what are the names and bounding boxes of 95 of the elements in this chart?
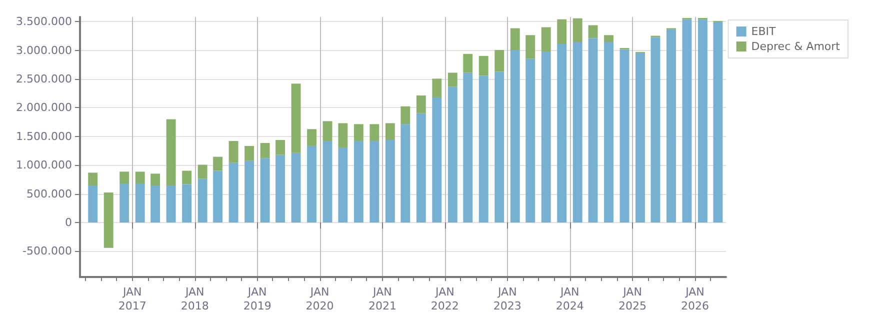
bar <box>291 84 301 153</box>
bar <box>307 129 316 146</box>
bar <box>650 37 660 222</box>
y-tick-label: 0 <box>65 216 72 229</box>
bar <box>198 164 208 179</box>
bar <box>338 148 348 222</box>
bar <box>322 121 332 141</box>
bar <box>322 140 332 222</box>
bar <box>572 42 582 222</box>
bar <box>713 22 723 222</box>
bar <box>354 124 364 141</box>
bar <box>150 186 160 222</box>
y-tick-label: 1.000.000 <box>16 158 72 172</box>
y-tick-label: 3.000.000 <box>16 44 72 57</box>
y-tick-label: 2.500.000 <box>16 72 72 86</box>
bar <box>228 140 238 163</box>
bar <box>291 152 301 222</box>
bar <box>104 192 114 248</box>
y-tick-label: 500.000 <box>26 187 72 200</box>
bar <box>510 50 520 222</box>
bar <box>636 52 645 222</box>
bar <box>260 158 270 222</box>
x-tick-label: JAN 2024 <box>556 286 584 312</box>
bar <box>432 78 442 98</box>
bar <box>385 140 395 222</box>
bar <box>120 184 130 222</box>
x-tick-label: JAN 2018 <box>180 286 209 312</box>
bar <box>526 58 536 222</box>
bar <box>385 123 395 140</box>
x-tick-label: JAN 2025 <box>618 286 647 312</box>
y-tick-label: 3.500.000 <box>16 15 72 28</box>
bar <box>588 25 598 38</box>
bar <box>666 29 676 222</box>
bar <box>182 184 192 222</box>
bar <box>416 113 426 222</box>
bar <box>276 154 285 222</box>
bar <box>370 140 380 222</box>
bar <box>213 156 223 171</box>
bar <box>150 174 160 186</box>
bar <box>557 19 567 44</box>
bar <box>120 172 130 184</box>
bar <box>400 124 410 222</box>
bar <box>400 106 410 124</box>
bar <box>604 42 614 222</box>
bar <box>526 35 536 59</box>
bar <box>166 119 176 186</box>
x-tick-label: JAN 2017 <box>118 286 146 312</box>
y-tick-label: 1.500.000 <box>16 130 72 143</box>
bar <box>510 28 520 50</box>
bar <box>494 50 504 72</box>
x-tick-label: JAN 2020 <box>306 286 334 312</box>
bar <box>370 124 380 141</box>
bar <box>88 172 98 186</box>
x-tick-label: JAN 2019 <box>243 286 272 312</box>
bar <box>228 162 238 222</box>
legend-label: Deprec & Amort <box>751 40 841 53</box>
bar <box>260 142 270 158</box>
legend-label: EBIT <box>751 25 776 38</box>
bar <box>682 19 692 222</box>
bar <box>135 184 145 222</box>
bar <box>354 140 364 222</box>
bar <box>213 170 223 222</box>
bar <box>463 54 473 73</box>
y-tick-label: -500.000 <box>22 244 72 258</box>
bar <box>478 56 488 76</box>
bar <box>463 72 473 222</box>
bar <box>572 18 582 42</box>
bar <box>244 160 254 222</box>
bar <box>307 146 316 222</box>
x-tick-label: JAN 2023 <box>493 286 522 312</box>
x-tick-label: JAN 2022 <box>430 286 459 312</box>
bar <box>588 38 598 222</box>
bar <box>416 95 426 114</box>
bar <box>620 49 630 222</box>
bar <box>198 178 208 222</box>
bar <box>448 86 458 222</box>
bar <box>698 20 708 222</box>
bar <box>276 140 285 155</box>
bar <box>244 146 254 161</box>
x-tick-label: JAN 2026 <box>681 286 710 312</box>
bar <box>182 170 192 184</box>
bar <box>338 123 348 148</box>
bar <box>541 52 551 222</box>
bar <box>135 172 145 184</box>
y-tick-label: 2.000.000 <box>16 101 72 114</box>
bar <box>166 186 176 222</box>
bar <box>541 27 551 52</box>
bar <box>478 76 488 222</box>
bar <box>494 72 504 222</box>
bar <box>557 44 567 222</box>
bar <box>448 72 458 87</box>
bar <box>604 35 614 42</box>
bar <box>432 97 442 222</box>
bar <box>88 186 98 222</box>
x-tick-label: JAN 2021 <box>368 286 396 312</box>
